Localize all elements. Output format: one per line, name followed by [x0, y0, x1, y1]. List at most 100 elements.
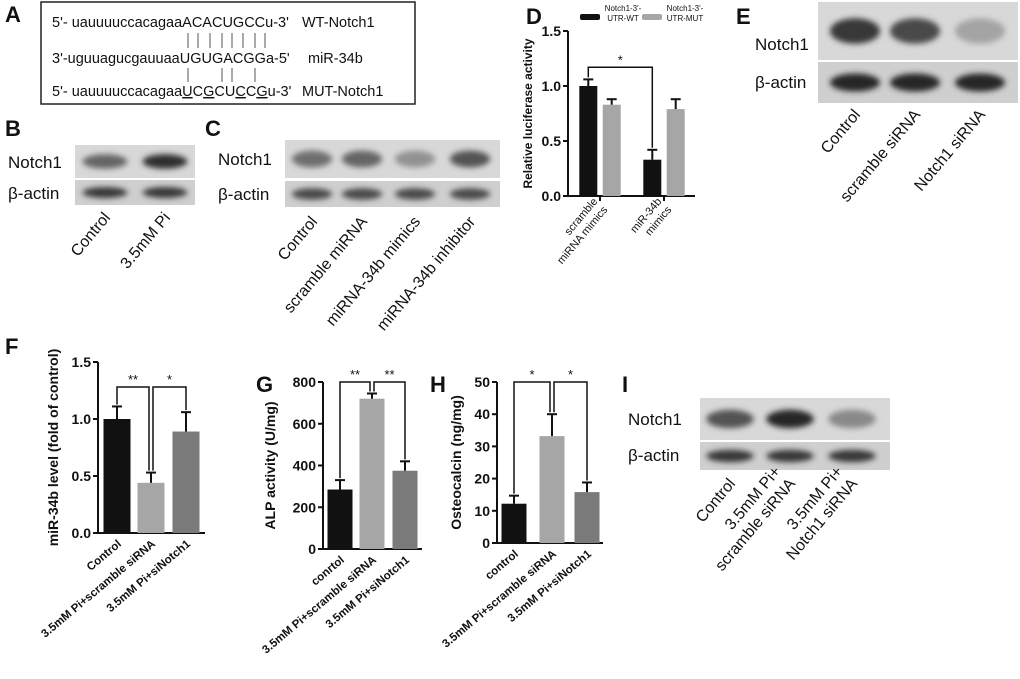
- bar: [137, 482, 165, 533]
- y-tick-label: 600: [293, 416, 317, 432]
- blot-band-actin: [394, 188, 436, 200]
- beta-actin-label: β-actin: [218, 185, 269, 204]
- notch1-label: Notch1: [218, 150, 272, 169]
- blot-band-actin: [766, 449, 814, 463]
- y-tick-label: 1.0: [72, 411, 92, 427]
- y-tick-label: 30: [474, 438, 490, 454]
- notch1-label: Notch1: [628, 410, 682, 429]
- y-tick-label: 50: [474, 374, 490, 390]
- panel-label-i: I: [622, 372, 628, 397]
- blot-band-actin: [706, 449, 754, 463]
- y-tick-label: 200: [293, 499, 317, 515]
- blot-band-actin: [449, 188, 491, 200]
- panel-label-e: E: [736, 4, 751, 29]
- legend-label: Notch1-3'-: [605, 4, 642, 13]
- sequence-suffix: u-3': [268, 84, 292, 100]
- sequence-suffix: u-3': [265, 15, 289, 31]
- bar: [666, 109, 685, 196]
- blot-band-actin: [830, 73, 880, 92]
- blot-band-notch1: [955, 18, 1005, 44]
- notch1-label: Notch1: [8, 153, 62, 172]
- significance-bracket: [587, 66, 654, 148]
- significance-label: **: [384, 367, 394, 382]
- sequence-prefix: 5'- uauuuuccacagaa: [52, 15, 183, 31]
- base: U: [225, 84, 235, 100]
- bar: [103, 419, 131, 533]
- y-axis-label: ALP activity (U/mg): [262, 401, 278, 529]
- sequence-name: WT-Notch1: [302, 15, 375, 31]
- bar: [539, 436, 565, 543]
- bar: [602, 104, 621, 196]
- blot-band-actin: [890, 73, 940, 92]
- panel-label-c: C: [205, 116, 221, 141]
- bar: [579, 86, 598, 196]
- bar: [327, 489, 353, 549]
- base: C: [193, 84, 203, 100]
- significance-label: *: [568, 367, 573, 382]
- panel-label-f: F: [5, 334, 18, 359]
- y-tick-label: 1.5: [72, 354, 92, 370]
- blot-band-notch1: [341, 150, 383, 168]
- bar-chart-d: 0.0 0.5 1.0 1.5 Relative luciferase activity…: [521, 4, 704, 267]
- panel-a-sequence-alignment: 5'- uauuuuccacagaaACACUGCCu-3' WT-Notch13…: [40, 1, 416, 105]
- bar: [501, 503, 527, 543]
- y-axis-label: miR-34b level (fold of control): [45, 349, 61, 547]
- y-tick-label: 0.5: [542, 133, 562, 149]
- panel-label-h: H: [430, 372, 446, 397]
- blot-band-actin: [291, 188, 333, 200]
- base: C: [214, 84, 224, 100]
- significance-bracket: [116, 386, 150, 471]
- legend-swatch: [642, 14, 662, 20]
- sequence-core: ACACUGCC: [182, 15, 265, 31]
- significance-bracket: [373, 381, 406, 460]
- blot-band-notch1: [449, 150, 491, 168]
- y-tick-label: 0: [482, 535, 490, 551]
- lane-label: Control: [275, 214, 321, 264]
- beta-actin-label: β-actin: [628, 446, 679, 465]
- bar-chart-f: 0.0 0.5 1.0 1.5 miR-34b level (fold of contr…: [39, 349, 205, 640]
- y-tick-label: 0.5: [72, 468, 92, 484]
- bar: [643, 159, 662, 196]
- sequence-prefix: 5'- uauuuuccacagaa: [52, 84, 183, 100]
- significance-bracket: [152, 386, 187, 471]
- blot-band-notch1: [766, 409, 814, 429]
- y-tick-label: 0.0: [542, 188, 562, 204]
- blot-band-notch1: [830, 18, 880, 44]
- y-tick-label: 40: [474, 406, 490, 422]
- significance-label: *: [618, 52, 623, 67]
- significance-label: **: [128, 372, 138, 387]
- blot-band-notch1: [291, 150, 333, 168]
- lane-label: miRNA-34b mimics: [323, 214, 424, 330]
- blot-band-actin: [341, 188, 383, 200]
- panel-label-d: D: [526, 4, 542, 29]
- blot-band-actin: [955, 73, 1005, 92]
- y-axis-label: Osteocalcin (ng/mg): [448, 395, 464, 530]
- bar: [392, 470, 418, 549]
- legend-label: UTR-WT: [607, 14, 639, 23]
- mutated-base: G: [256, 84, 267, 100]
- significance-label: *: [529, 367, 534, 382]
- sequence-core: UGUGACGG: [180, 51, 266, 67]
- blot-band-actin: [142, 187, 188, 198]
- lane-label: Control: [68, 210, 114, 260]
- y-tick-label: 800: [293, 374, 317, 390]
- blot-band-actin: [828, 449, 876, 463]
- notch1-label: Notch1: [755, 35, 809, 54]
- significance-label: *: [167, 372, 172, 387]
- blot-band-actin: [82, 187, 128, 198]
- panel-label-a: A: [5, 2, 21, 27]
- sequence-prefix: 3'-uguuagucgauuaa: [52, 51, 181, 67]
- base: C: [246, 84, 256, 100]
- blot-band-notch1: [706, 409, 754, 429]
- blot-band-notch1: [890, 18, 940, 44]
- significance-bracket: [339, 381, 371, 479]
- sequence-name: MUT-Notch1: [302, 84, 383, 100]
- y-tick-label: 0.0: [72, 525, 92, 541]
- y-axis-label: Relative luciferase activity: [521, 38, 535, 188]
- sequence-row: 5'- uauuuuccacagaaUCGCUCCGu-3': [52, 84, 292, 100]
- sequence-box: [40, 1, 416, 105]
